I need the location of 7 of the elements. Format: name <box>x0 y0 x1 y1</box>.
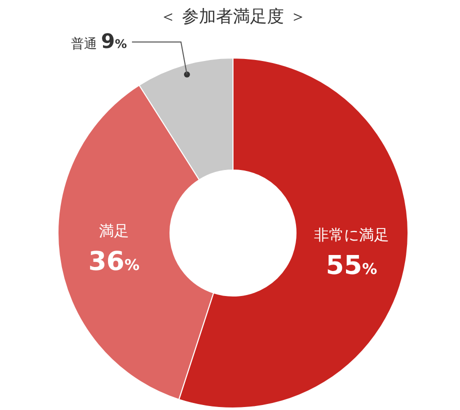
data-label: 55% <box>326 250 378 281</box>
slice-label: 普通 <box>70 36 102 52</box>
slice-label: 満足 <box>98 222 129 240</box>
data-label: 9% <box>101 29 127 53</box>
chart-title: ＜ 参加者満足度 ＞ <box>160 7 306 27</box>
slice-label: 非常に満足 <box>314 226 390 244</box>
data-label: 36% <box>88 247 140 278</box>
